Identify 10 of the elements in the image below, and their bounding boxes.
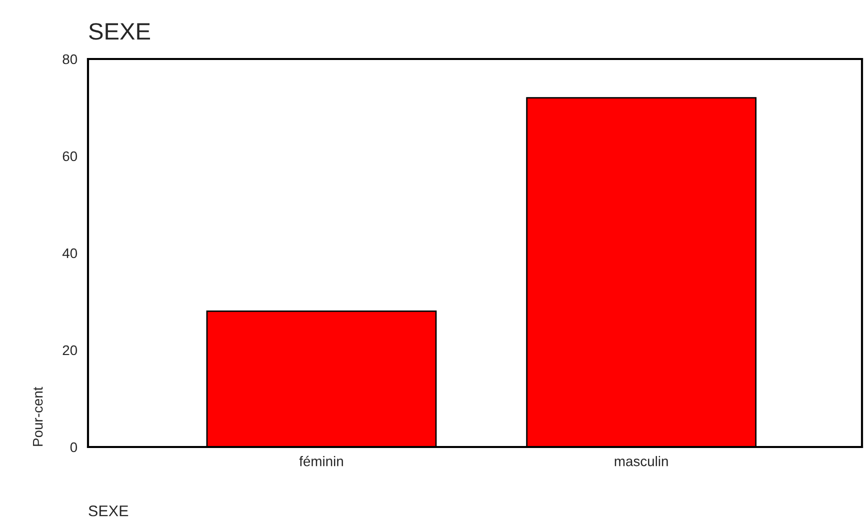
y-tick-label: 0 [70,442,78,452]
chart-title: SEXE [89,23,150,40]
y-tick-label: 60 [62,151,78,162]
x-tick-label: masculin [614,456,668,466]
y-tick-label: 20 [62,345,78,356]
x-axis-title: SEXE [88,505,128,516]
y-tick-label: 40 [62,248,78,258]
x-tick-label: féminin [299,456,343,466]
y-tick-label: 80 [62,54,78,64]
y-axis-title: Pour-cent [33,386,43,446]
